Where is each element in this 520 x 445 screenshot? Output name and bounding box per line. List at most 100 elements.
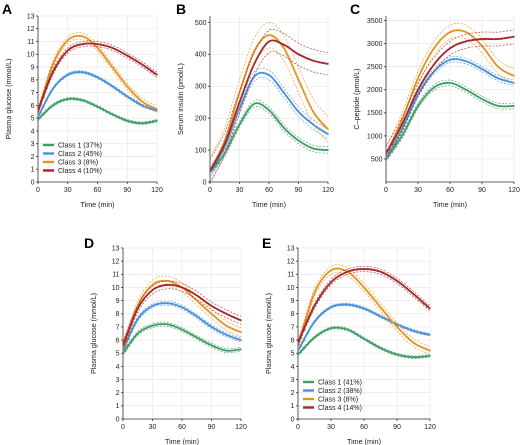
series-marker — [428, 354, 431, 357]
series-marker — [144, 121, 147, 125]
plot-area — [298, 264, 431, 359]
series-marker — [339, 326, 342, 330]
series-marker — [51, 63, 54, 66]
series-marker — [490, 38, 493, 41]
series-marker — [442, 35, 445, 38]
series-marker — [135, 59, 138, 62]
series-marker — [259, 71, 262, 75]
series-marker — [297, 78, 300, 81]
series-marker — [219, 347, 222, 351]
series-marker — [241, 100, 244, 103]
series-marker — [234, 329, 237, 332]
series-marker — [448, 58, 452, 61]
x-axis-title: Time (min) — [433, 200, 467, 209]
series-marker — [201, 319, 204, 322]
series-marker — [239, 319, 242, 322]
y-axis-title: Plasma glucose (mmol/L) — [89, 293, 98, 374]
series-marker — [346, 270, 349, 273]
series-marker — [471, 35, 474, 38]
series-marker — [300, 336, 303, 339]
series-marker — [464, 31, 468, 34]
series-marker — [270, 111, 274, 115]
series-marker — [239, 338, 242, 342]
series-marker — [420, 82, 423, 86]
series-marker — [93, 104, 96, 107]
x-axis-title: Time (min) — [80, 200, 114, 209]
series-marker — [219, 330, 222, 334]
ci-lower-line — [210, 77, 329, 178]
series-marker — [391, 143, 394, 146]
series-marker — [216, 346, 219, 350]
series-marker — [339, 267, 342, 271]
series-marker — [484, 99, 487, 102]
series-marker — [195, 294, 198, 297]
series-marker — [316, 284, 319, 288]
panel-letter: E — [262, 235, 271, 251]
series-marker — [217, 155, 220, 158]
series-marker — [96, 105, 99, 108]
series-marker — [236, 318, 240, 321]
series-marker — [204, 307, 207, 310]
series-marker — [155, 119, 158, 122]
series-marker — [487, 37, 490, 41]
series-marker — [253, 62, 256, 65]
series-marker — [416, 104, 420, 108]
series-marker — [386, 153, 388, 156]
series-marker — [262, 104, 265, 107]
series-marker — [172, 281, 175, 284]
y-tick-label: 8 — [116, 311, 120, 318]
series-marker — [276, 40, 279, 43]
series-marker — [455, 83, 458, 86]
series-marker — [139, 313, 142, 317]
series-marker — [353, 304, 356, 307]
series-marker — [93, 74, 96, 78]
series-marker — [256, 56, 259, 60]
series-marker — [503, 70, 506, 73]
series-marker — [407, 122, 410, 125]
series-marker — [409, 355, 412, 359]
series-marker — [496, 37, 500, 41]
y-tick-label: 6 — [116, 337, 120, 344]
series-marker — [458, 58, 461, 61]
series-marker — [238, 101, 241, 104]
series-marker — [183, 329, 187, 333]
y-tick-label: 5 — [31, 116, 35, 123]
y-tick-label: 12 — [112, 259, 120, 266]
series-marker — [439, 38, 442, 42]
series-marker — [323, 275, 326, 278]
series-marker — [78, 43, 81, 46]
y-tick-label: 11 — [27, 39, 34, 46]
series-marker — [310, 325, 313, 329]
series-marker — [455, 43, 458, 46]
series-marker — [493, 62, 496, 65]
series-marker — [413, 110, 416, 113]
series-marker — [339, 303, 342, 306]
series-class-2 — [298, 302, 431, 353]
series-marker — [157, 323, 160, 326]
series-marker — [225, 324, 228, 327]
series-marker — [157, 302, 160, 305]
x-axis-title: Time (min) — [347, 437, 381, 445]
ci-lower-line — [123, 288, 242, 350]
series-marker — [285, 45, 288, 48]
series-marker — [282, 126, 285, 129]
series-marker — [213, 327, 216, 330]
series-marker — [329, 306, 333, 309]
series-marker — [484, 48, 487, 51]
series-marker — [151, 324, 154, 327]
legend: Class 1 (37%) Class 2 (45%)Class 3 (8%) Cl… — [43, 142, 102, 175]
series-marker — [407, 101, 410, 105]
series-marker — [309, 105, 312, 108]
plot-area — [386, 22, 515, 162]
series-marker — [225, 333, 228, 336]
y-axis-title: Plasma glucose (mmol/L) — [4, 58, 13, 139]
x-tick-label: 120 — [235, 424, 247, 431]
y-tick-label: 4 — [116, 364, 120, 371]
series-marker — [432, 70, 436, 73]
series-marker — [138, 61, 141, 64]
series-marker — [448, 31, 452, 34]
series-marker — [126, 95, 129, 98]
y-tick-label: 1500 — [367, 110, 383, 117]
series-marker — [464, 88, 468, 91]
